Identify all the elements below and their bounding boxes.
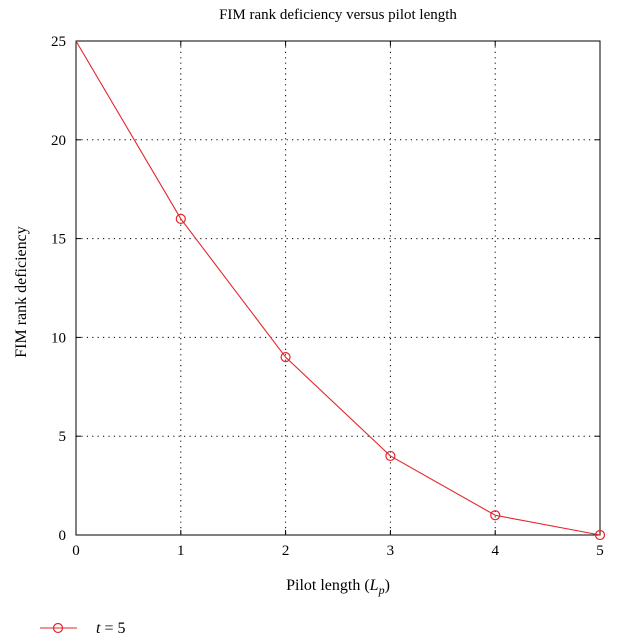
y-tick-label: 15 <box>51 232 66 248</box>
x-tick-label: 1 <box>177 543 185 559</box>
series-line <box>75 40 601 536</box>
data-point <box>175 213 186 224</box>
x-axis-label-suffix: ) <box>385 577 390 594</box>
x-tick-label: 0 <box>72 543 80 559</box>
plot-frame <box>75 40 601 536</box>
x-tick-label: 5 <box>596 543 604 559</box>
axis-ticks: 0 1 2 3 4 5 0 5 10 15 20 25 <box>51 34 604 559</box>
x-tick-label: 3 <box>387 543 395 559</box>
x-axis-label-sub: p <box>378 583 385 597</box>
y-tick-label: 25 <box>51 34 66 50</box>
legend-label-var: t <box>96 620 101 637</box>
y-tick-label: 20 <box>51 133 66 149</box>
x-axis-label-prefix: Pilot length ( <box>286 577 370 594</box>
legend-label: t = 5 <box>96 620 125 637</box>
legend-marker <box>52 622 64 634</box>
x-axis-label-var: L <box>369 577 379 594</box>
y-tick-label: 0 <box>59 528 67 544</box>
data-point <box>280 352 291 363</box>
legend: t = 5 <box>40 620 125 637</box>
data-point <box>385 450 396 462</box>
data-point <box>490 510 501 521</box>
y-tick-label: 5 <box>59 429 67 445</box>
x-axis-label: Pilot length (Lp) <box>286 577 390 597</box>
y-axis-label: FIM rank deficiency <box>13 226 30 358</box>
y-tick-label: 10 <box>51 330 66 346</box>
data-point <box>594 529 606 541</box>
x-tick-label: 2 <box>282 543 290 559</box>
grid <box>76 41 600 535</box>
legend-label-rest: = 5 <box>100 620 125 637</box>
series-layer <box>75 40 606 541</box>
chart-title: FIM rank deficiency versus pilot length <box>219 7 457 23</box>
x-tick-label: 4 <box>491 543 499 559</box>
